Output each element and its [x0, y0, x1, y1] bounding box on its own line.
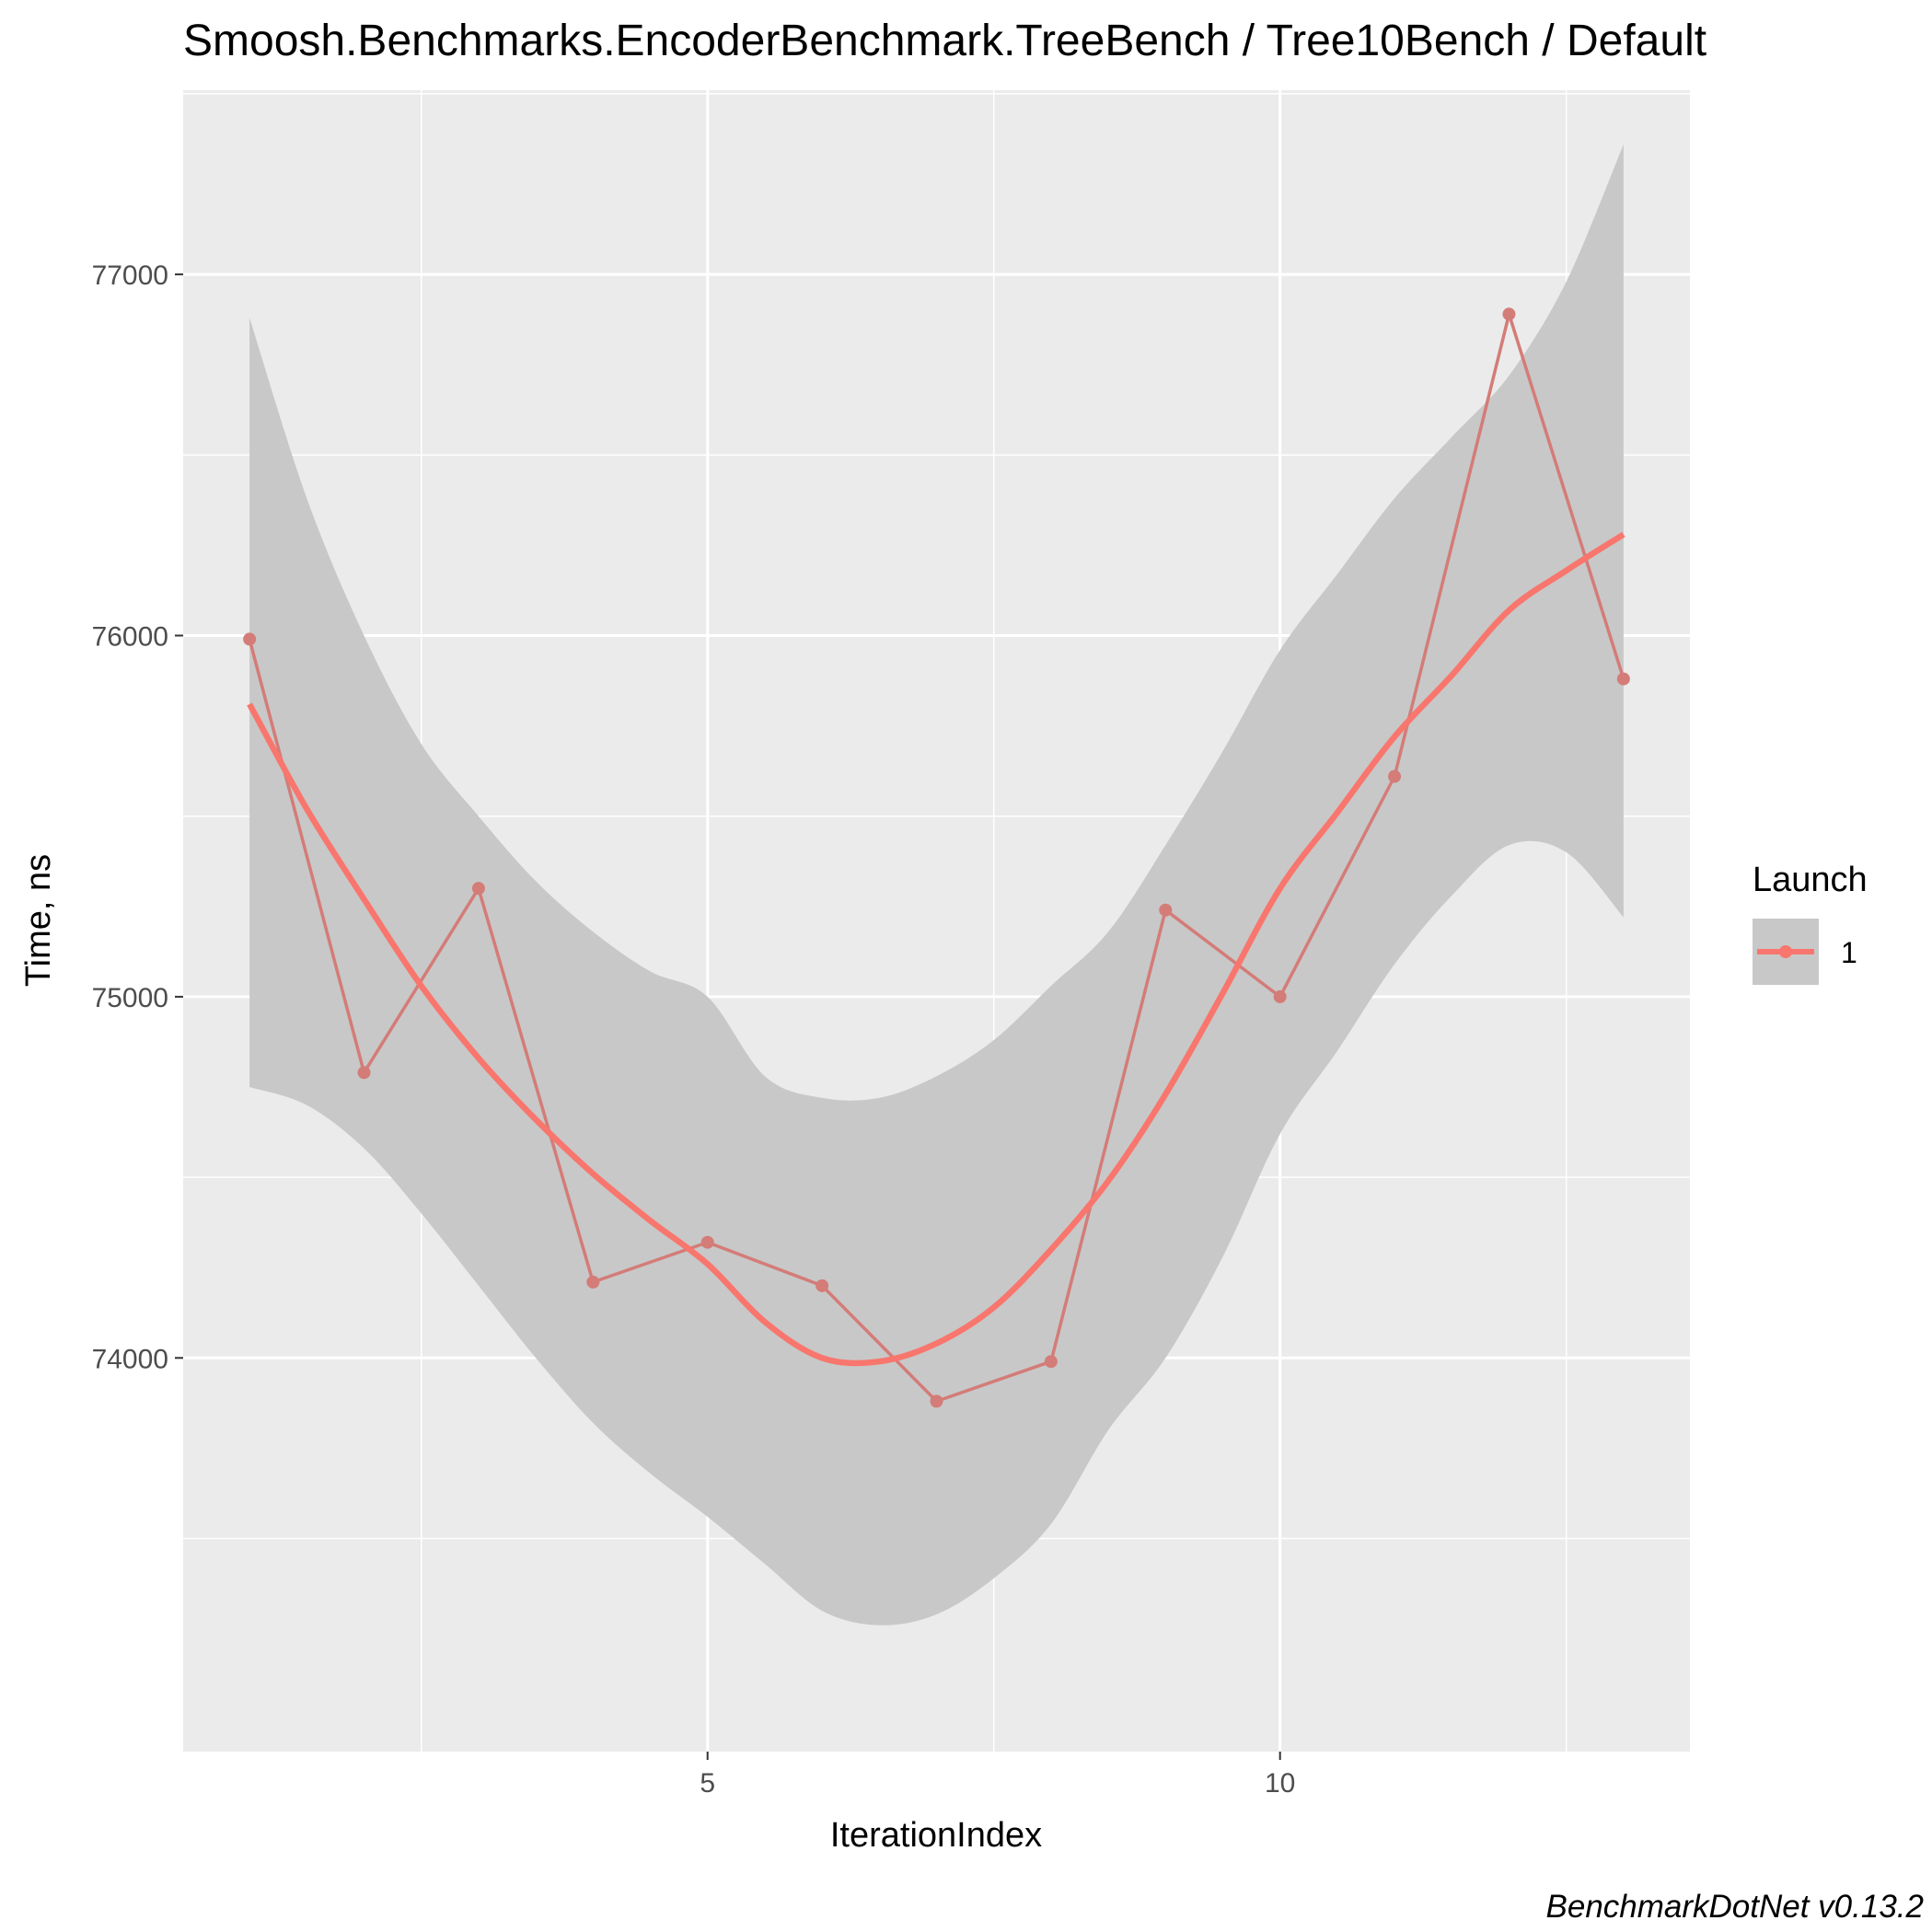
legend: Launch 1: [1753, 861, 1868, 985]
data-point: [816, 1278, 829, 1292]
data-point: [1044, 1355, 1058, 1369]
data-point: [586, 1275, 600, 1289]
y-tick-label: 75000: [92, 983, 168, 1013]
data-point: [1273, 989, 1287, 1003]
y-axis-label: Time, ns: [19, 854, 58, 987]
data-point: [1159, 903, 1173, 917]
data-point: [1502, 307, 1516, 321]
x-axis-label: IterationIndex: [830, 1816, 1042, 1855]
x-tick-label: 5: [700, 1768, 715, 1799]
caption: BenchmarkDotNet v0.13.2: [1546, 1889, 1924, 1925]
data-point: [1388, 769, 1402, 783]
y-tick-label: 77000: [92, 260, 168, 291]
legend-entry-label: 1: [1841, 936, 1857, 969]
legend-key-point: [1779, 945, 1792, 958]
data-point: [471, 882, 485, 896]
data-point: [930, 1394, 943, 1408]
confidence-band: [249, 144, 1624, 1625]
data-point: [700, 1235, 714, 1249]
legend-title: Launch: [1753, 861, 1868, 899]
smooth-trend-line: [247, 531, 1625, 1367]
x-tick-label: 10: [1265, 1768, 1295, 1799]
data-point: [357, 1066, 371, 1080]
confidence-band-layer: [249, 144, 1624, 1625]
chart-title: Smoosh.Benchmarks.EncoderBenchmark.TreeB…: [183, 17, 1706, 65]
series-layer: [243, 307, 1630, 1408]
axis-layer: 74000 75000 76000 77000 5 10: [92, 260, 1296, 1799]
data-point: [243, 632, 257, 646]
y-tick-label: 76000: [92, 622, 168, 653]
data-point: [1616, 672, 1630, 686]
y-tick-label: 74000: [92, 1344, 168, 1374]
